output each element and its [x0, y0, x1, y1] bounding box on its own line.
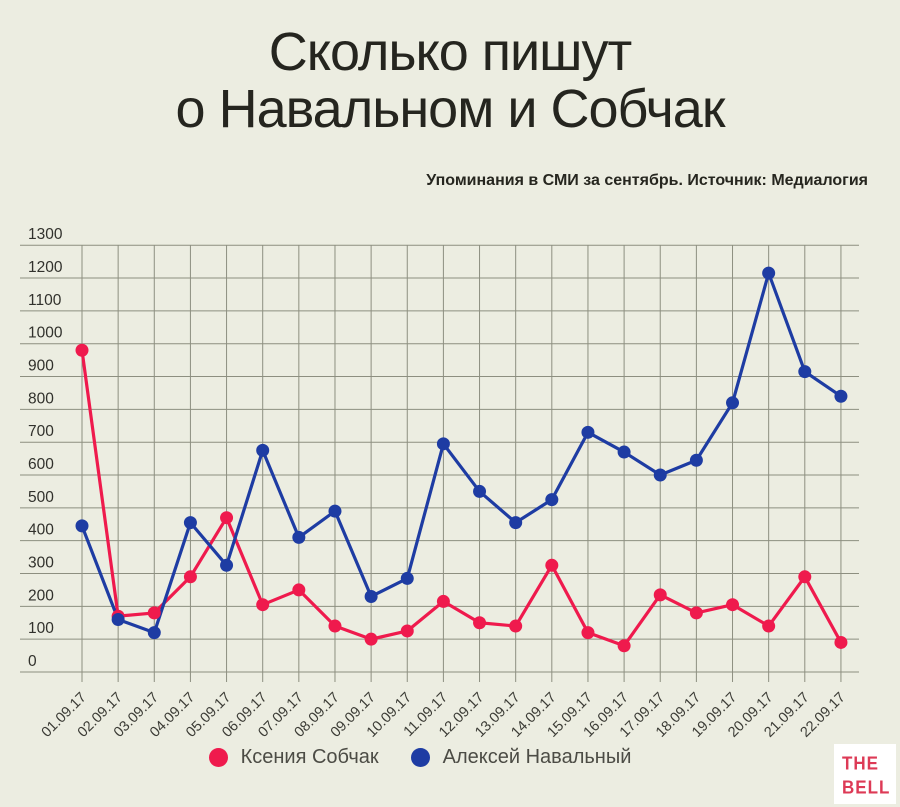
- legend-dot-navalny-icon: [410, 748, 430, 767]
- data-point: [256, 443, 270, 457]
- data-point: [256, 598, 270, 612]
- y-axis-label: 800: [28, 390, 54, 407]
- y-axis-label: 1300: [28, 226, 63, 243]
- data-point: [436, 594, 450, 608]
- data-point: [689, 453, 703, 467]
- series-line-0: [80, 348, 843, 648]
- legend-dot-sobchak-icon: [208, 748, 228, 767]
- legend-item-navalny: Алексей Навальный: [410, 746, 632, 769]
- data-point: [220, 511, 234, 525]
- data-point: [436, 437, 450, 451]
- y-axis-label: 300: [28, 555, 54, 572]
- y-axis-label: 100: [28, 620, 54, 637]
- series-points-0: [75, 343, 848, 653]
- legend-item-sobchak: Ксения Собчак: [208, 746, 379, 769]
- y-axis-label: 1000: [28, 325, 63, 342]
- y-axis-label: 400: [28, 522, 54, 539]
- data-point: [834, 635, 848, 649]
- page-title: Сколько пишут о Навальном и Собчак: [0, 24, 900, 137]
- y-axis-label: 1200: [28, 259, 63, 276]
- x-gridlines-and-labels: 01.09.1702.09.1703.09.1704.09.1705.09.17…: [39, 245, 849, 741]
- data-point: [834, 389, 848, 403]
- y-axis-label: 1100: [28, 292, 62, 309]
- data-point: [653, 468, 667, 482]
- data-point: [292, 530, 306, 544]
- logo-line-the: THE: [842, 753, 879, 775]
- title-line-1: Сколько пишут: [268, 22, 632, 82]
- data-point: [400, 624, 414, 638]
- y-axis-label: 700: [28, 423, 54, 440]
- data-point: [75, 519, 89, 533]
- data-point: [220, 558, 234, 572]
- data-point: [473, 616, 487, 630]
- data-point: [473, 484, 487, 498]
- data-point: [581, 626, 595, 640]
- chart-legend: Ксения Собчак Алексей Навальный: [30, 746, 810, 769]
- data-point: [400, 571, 414, 585]
- y-axis-label: 0: [28, 653, 37, 670]
- data-point: [545, 558, 559, 572]
- data-point: [147, 606, 161, 620]
- data-point: [653, 588, 667, 602]
- data-point: [147, 626, 161, 640]
- y-axis-label: 900: [28, 358, 54, 375]
- logo-line-bell: BELL: [842, 776, 891, 798]
- data-point: [509, 619, 523, 633]
- data-point: [762, 266, 776, 280]
- data-point: [798, 570, 812, 584]
- series-points-1: [75, 266, 848, 640]
- series-line-1: [80, 271, 843, 635]
- legend-label-sobchak: Ксения Собчак: [240, 746, 379, 768]
- chart-subtitle: Упоминания в СМИ за сентябрь. Источник: …: [426, 172, 868, 189]
- data-point: [689, 606, 703, 620]
- data-point: [328, 504, 342, 518]
- data-point: [762, 619, 776, 633]
- data-point: [292, 583, 306, 597]
- the-bell-logo: THE BELL: [834, 744, 896, 804]
- y-axis-label: 600: [28, 456, 54, 473]
- data-point: [183, 570, 197, 584]
- data-point: [328, 619, 342, 633]
- data-point: [726, 396, 740, 410]
- data-point: [545, 493, 559, 507]
- y-axis-label: 200: [28, 587, 54, 604]
- data-point: [364, 632, 378, 646]
- data-point: [111, 612, 125, 626]
- data-point: [617, 445, 631, 459]
- data-point: [183, 516, 197, 530]
- data-point: [798, 365, 812, 379]
- data-point: [75, 343, 89, 357]
- data-point: [509, 516, 523, 530]
- legend-label-navalny: Алексей Навальный: [442, 746, 632, 768]
- data-point: [726, 598, 740, 612]
- data-point: [581, 425, 595, 439]
- data-point: [364, 589, 378, 603]
- title-line-2: о Навальном и Собчак: [175, 78, 726, 139]
- y-axis-label: 500: [28, 489, 54, 506]
- data-point: [617, 639, 631, 653]
